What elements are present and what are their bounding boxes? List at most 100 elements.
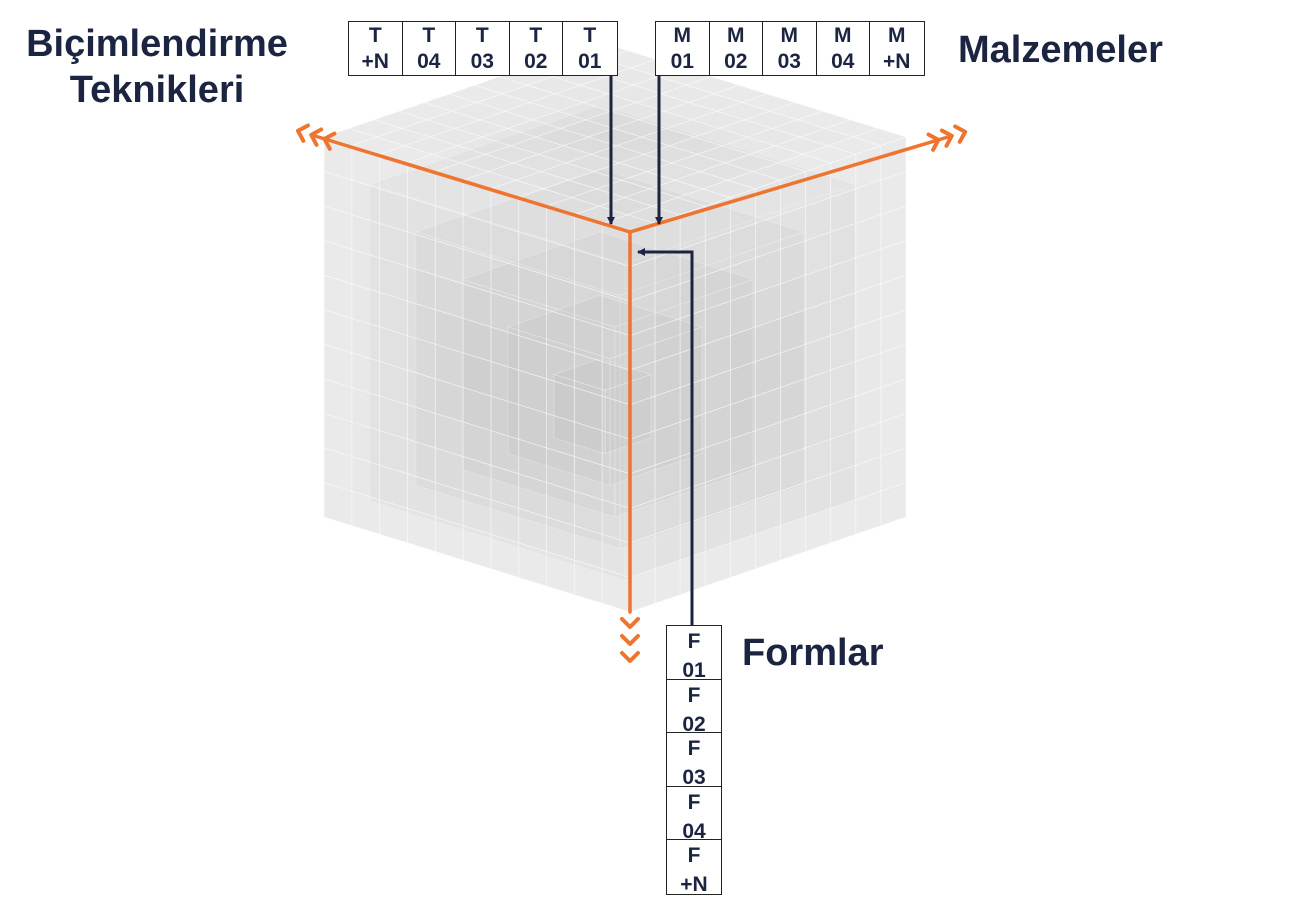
cube-top-cell — [768, 102, 824, 121]
cube-left-cell — [434, 343, 464, 388]
material-cell: M 04 — [817, 22, 870, 75]
cube-left-cell — [462, 248, 492, 293]
form-cell: F 03 — [667, 733, 721, 789]
cube-left-cell — [573, 283, 603, 328]
cube-left-cell — [351, 317, 381, 363]
axes — [295, 123, 968, 663]
cube-top-cell — [609, 102, 666, 121]
cube-left-cell — [351, 179, 381, 224]
cell-number: 04 — [417, 50, 441, 74]
cube-right-cell — [880, 205, 907, 250]
cube-left-cell — [351, 490, 381, 535]
cube-top-cell — [511, 153, 568, 172]
cube-left-cell — [351, 352, 381, 397]
cube-right-cell — [729, 222, 756, 268]
cube-right-cell — [780, 274, 807, 319]
cell-letter: M — [673, 24, 692, 47]
cube-right-cell — [755, 490, 781, 535]
cube-right-cell — [704, 404, 731, 449]
cube-right-cell — [780, 412, 807, 458]
label-techniques-line2: Teknikleri — [69, 68, 245, 111]
cube-right-cell — [704, 473, 731, 518]
cube-top-cell — [690, 110, 746, 129]
cube-right-cell — [755, 214, 781, 259]
cube-right-cell — [729, 430, 756, 475]
cube-right-cell — [654, 317, 681, 363]
cube-top-cell — [531, 110, 588, 129]
cube-right-cell — [830, 291, 857, 337]
cube-right-cell — [704, 300, 731, 345]
cube-right-cell — [830, 257, 857, 302]
cube-left-cell — [462, 456, 492, 501]
cube-right-cell — [654, 559, 681, 604]
cube-top-cell — [615, 136, 671, 155]
cell-number: 02 — [724, 50, 748, 74]
cell-number: 03 — [470, 50, 494, 74]
form-cell: F 04 — [667, 787, 721, 843]
cube-right-cell — [780, 378, 807, 423]
cube-right-cell — [855, 145, 882, 190]
cube-right-cell — [704, 335, 731, 380]
cube-right-cell — [855, 214, 882, 259]
cube-right-cell — [654, 283, 681, 328]
cube-top-cell — [743, 110, 799, 129]
cube-left-cell — [490, 499, 520, 544]
cube-left-cell — [323, 240, 353, 285]
cube-right-cell — [855, 283, 882, 328]
cube-right-cell — [805, 438, 832, 484]
cube-left-cell — [573, 421, 603, 466]
cube-left-cell — [546, 447, 575, 492]
cube-top-cell — [506, 119, 563, 138]
cube-top-cell — [851, 127, 908, 147]
cube-right-cell — [805, 507, 832, 553]
cube-left-cell — [379, 430, 408, 475]
cube-right-cell — [880, 240, 907, 285]
cube-left-cell — [546, 378, 575, 423]
cube-right-cell — [654, 214, 681, 259]
forms-table: F 01 F 02 F 03 F 04 F +N — [666, 625, 722, 896]
cube-top-cell — [589, 145, 646, 164]
cube-left-cell — [434, 516, 464, 561]
materials-table: M 01 M 02 M 03 M 04 M +N — [655, 21, 925, 76]
cube-left-cell — [573, 456, 603, 501]
cube-left-cell — [518, 231, 547, 276]
cube-right-cell — [654, 421, 681, 466]
cube-right-cell — [780, 205, 807, 250]
cube-right-cell — [805, 404, 832, 449]
cube-right-cell — [855, 248, 882, 294]
connector-forms — [637, 248, 694, 626]
cube-top-cell — [503, 102, 560, 121]
cube-top-cell — [347, 119, 404, 138]
cube-top-cell — [579, 76, 635, 95]
cube-top-cell — [773, 136, 830, 155]
cell-number: 01 — [682, 659, 706, 683]
cube-right-cell — [704, 265, 731, 311]
cube-top-cell — [475, 93, 532, 112]
cube-left-cell — [379, 499, 408, 544]
cube-right-cell — [780, 309, 807, 354]
cube-left-cell — [518, 473, 547, 518]
cube-right-cell — [880, 274, 907, 319]
cube-left-cell — [434, 274, 464, 319]
cube-left-cell — [518, 507, 547, 553]
cube-left-cell — [351, 456, 381, 501]
cell-letter: F — [687, 790, 701, 814]
cube-left-cell — [323, 205, 353, 250]
cube-top-cell — [687, 93, 744, 112]
cube-right-cell — [704, 542, 731, 587]
cube-right-cell — [880, 412, 907, 458]
cube-top-cell — [642, 145, 699, 164]
cube-top-cell — [553, 84, 610, 103]
cube-right-cell — [755, 248, 781, 294]
cube-left-cell — [323, 274, 353, 319]
cube-right-cell — [755, 283, 781, 328]
cube-left-cell — [351, 421, 381, 466]
cube-top-cell — [450, 102, 507, 121]
cube-right-cell — [830, 326, 857, 371]
cube-left-cell — [546, 481, 575, 527]
cube-slab-left — [507, 326, 611, 486]
cube-right-cell — [755, 421, 781, 466]
cube-top-cell — [695, 145, 752, 164]
cube-right-cell — [729, 326, 756, 371]
cube-left-cell — [434, 240, 464, 285]
